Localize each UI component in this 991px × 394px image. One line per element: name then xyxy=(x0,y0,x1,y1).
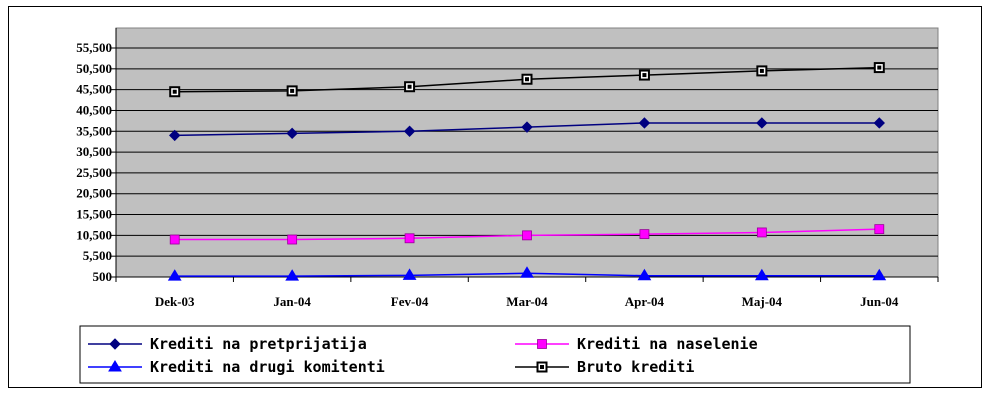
data-point-series-2 xyxy=(285,269,300,281)
data-point-series-3-core xyxy=(642,73,647,78)
x-tick-label: Apr-04 xyxy=(625,294,665,309)
y-tick-label: 500 xyxy=(93,269,113,284)
legend-marker xyxy=(109,338,121,350)
data-point-series-2 xyxy=(754,268,769,281)
y-tick-label: 5,500 xyxy=(83,248,112,263)
legend-label: Krediti na naselenie xyxy=(577,335,758,353)
data-point-series-0 xyxy=(169,129,181,142)
y-tick-label: 25,500 xyxy=(76,165,112,180)
legend-box xyxy=(79,325,911,384)
x-tick-label: Maj-04 xyxy=(742,294,783,309)
data-point-series-0 xyxy=(756,117,768,129)
data-point-series-2 xyxy=(167,269,182,281)
data-point-series-1 xyxy=(404,233,415,244)
data-point-series-1 xyxy=(639,229,650,240)
data-point-series-2 xyxy=(872,268,887,281)
y-tick-label: 55,500 xyxy=(76,40,112,55)
y-tick-label: 15,500 xyxy=(76,207,112,222)
legend-marker-core xyxy=(540,365,544,369)
data-point-series-3-core xyxy=(877,65,882,70)
x-tick-label: Jan-04 xyxy=(273,294,311,309)
data-point-series-0 xyxy=(286,127,298,140)
data-point-series-3-core xyxy=(172,89,177,94)
y-tick-label: 30,500 xyxy=(76,144,112,159)
legend: Krediti na pretprijatija Krediti na nasel… xyxy=(79,325,911,384)
legend-label: Bruto krediti xyxy=(577,358,694,376)
legend-label: Krediti na pretprijatija xyxy=(150,335,367,353)
legend-marker xyxy=(108,360,122,372)
y-tick-label: 10,500 xyxy=(76,227,112,242)
x-tick-label: Mar-04 xyxy=(506,294,548,309)
data-point-series-1 xyxy=(169,234,180,245)
legend-label: Krediti na drugi komitenti xyxy=(150,358,385,376)
x-tick-label: Jun-04 xyxy=(860,294,899,309)
data-point-series-0 xyxy=(403,125,416,137)
data-point-series-2 xyxy=(520,266,534,278)
data-point-series-3-core xyxy=(525,77,529,82)
data-point-series-0 xyxy=(873,117,885,129)
y-tick-label: 35,500 xyxy=(76,123,112,138)
data-point-series-3-core xyxy=(759,68,764,73)
y-tick-label: 50,500 xyxy=(76,61,112,76)
data-point-series-2 xyxy=(402,268,417,280)
data-point-series-1 xyxy=(874,224,885,235)
data-point-series-1 xyxy=(287,234,298,245)
legend-marker xyxy=(537,339,547,349)
data-point-series-0 xyxy=(521,121,533,133)
y-tick-label: 45,500 xyxy=(76,82,112,97)
data-point-series-3-core xyxy=(407,84,412,89)
data-point-series-1 xyxy=(522,230,532,241)
data-point-series-3-core xyxy=(290,88,295,93)
y-tick-label: 20,500 xyxy=(76,186,112,201)
y-tick-label: 40,500 xyxy=(76,102,112,117)
data-point-series-0 xyxy=(638,117,651,129)
x-tick-label: Fev-04 xyxy=(391,294,429,309)
data-point-series-2 xyxy=(637,268,652,281)
data-point-series-1 xyxy=(756,227,767,238)
x-tick-label: Dek-03 xyxy=(155,294,195,309)
